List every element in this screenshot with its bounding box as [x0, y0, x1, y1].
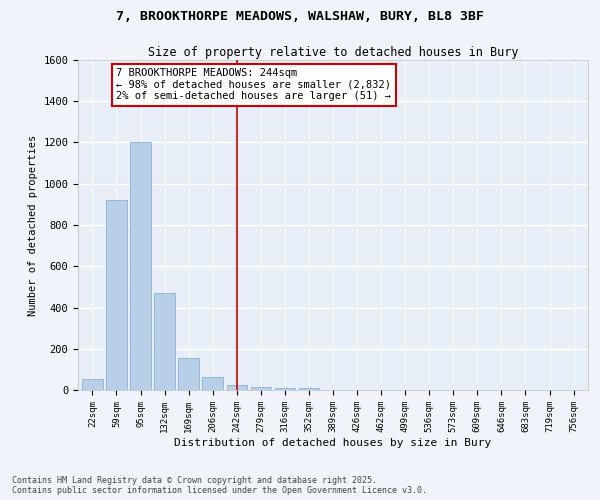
Text: 7, BROOKTHORPE MEADOWS, WALSHAW, BURY, BL8 3BF: 7, BROOKTHORPE MEADOWS, WALSHAW, BURY, B…	[116, 10, 484, 23]
Text: Contains HM Land Registry data © Crown copyright and database right 2025.
Contai: Contains HM Land Registry data © Crown c…	[12, 476, 427, 495]
Bar	[82, 378, 103, 390]
Bar	[106, 200, 127, 390]
X-axis label: Distribution of detached houses by size in Bury: Distribution of detached houses by size …	[175, 438, 491, 448]
Bar	[275, 388, 295, 390]
Bar	[299, 388, 319, 390]
Title: Size of property relative to detached houses in Bury: Size of property relative to detached ho…	[148, 46, 518, 59]
Y-axis label: Number of detached properties: Number of detached properties	[28, 134, 38, 316]
Bar	[178, 358, 199, 390]
Bar	[202, 377, 223, 390]
Text: 7 BROOKTHORPE MEADOWS: 244sqm
← 98% of detached houses are smaller (2,832)
2% of: 7 BROOKTHORPE MEADOWS: 244sqm ← 98% of d…	[116, 68, 391, 102]
Bar	[130, 142, 151, 390]
Bar	[227, 385, 247, 390]
Bar	[251, 387, 271, 390]
Bar	[154, 293, 175, 390]
